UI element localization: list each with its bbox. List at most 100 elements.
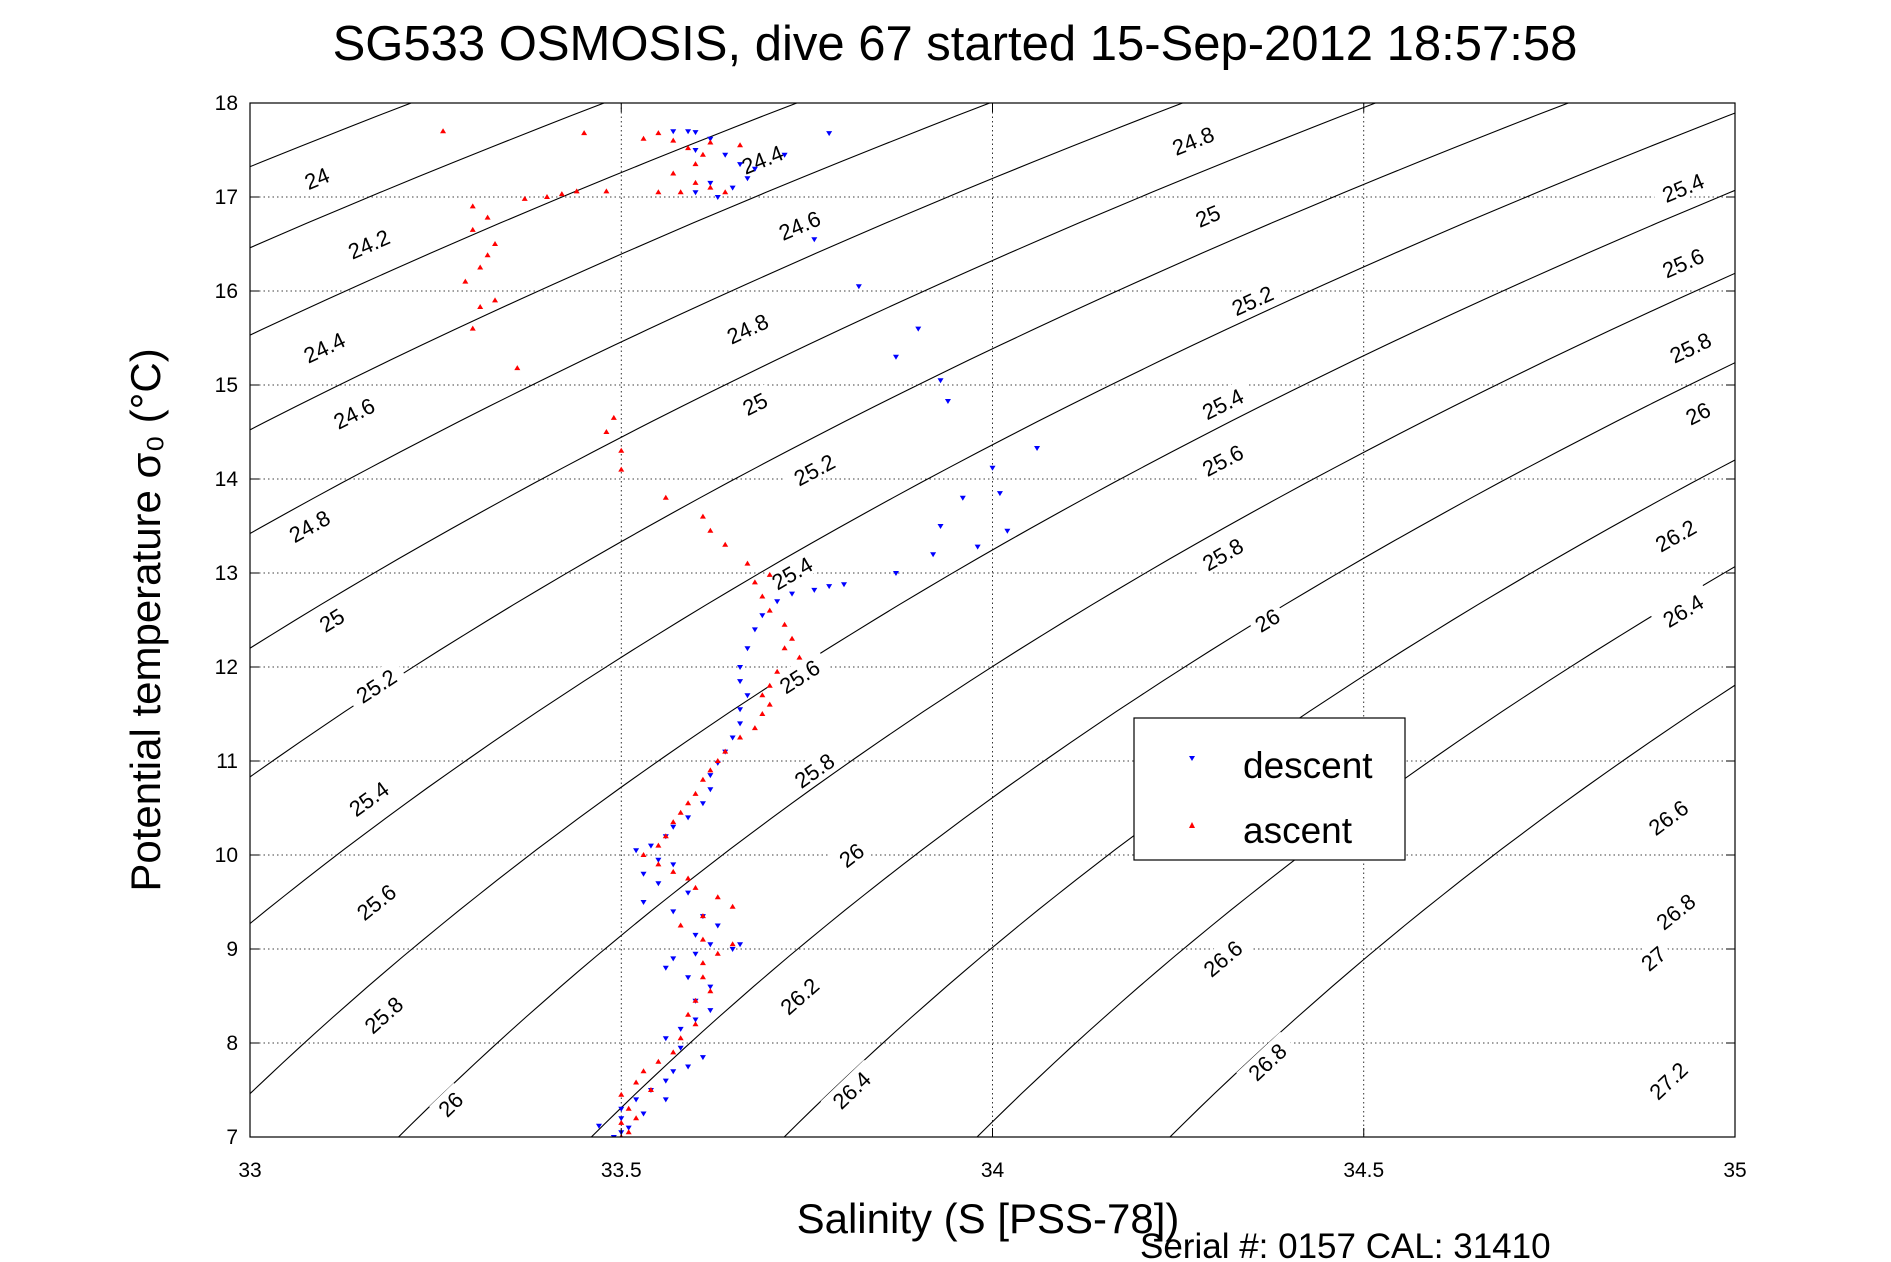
density-contour-line	[250, 103, 1185, 535]
y-tick-label: 7	[226, 1126, 238, 1149]
descent-point	[662, 1036, 669, 1042]
ascent-point	[640, 852, 647, 857]
descent-point	[685, 1064, 692, 1070]
descent-point	[937, 524, 944, 529]
ascent-point	[640, 1068, 647, 1074]
ascent-point	[714, 758, 721, 763]
descent-point	[937, 378, 944, 384]
descent-point	[692, 148, 699, 153]
ascent-point	[707, 184, 714, 190]
ascent-point	[514, 365, 521, 371]
descent-point	[841, 582, 847, 588]
ascent-point	[766, 682, 773, 688]
ascent-point	[670, 170, 677, 176]
ascent-point	[707, 139, 714, 145]
density-contour-label: 25.2	[1219, 276, 1285, 323]
ascent-point	[677, 809, 684, 815]
contour-label-background	[1191, 929, 1253, 987]
density-contour-line	[0, 9, 87, 1231]
density-contour-label: 25.6	[767, 649, 831, 702]
descent-point	[781, 152, 788, 158]
contour-label-background	[1650, 238, 1715, 285]
contour-label-background	[336, 770, 400, 826]
ascent-point	[692, 997, 699, 1003]
descent-point	[707, 942, 714, 948]
density-contour-line	[397, 272, 1735, 1137]
descent-point	[989, 465, 996, 471]
contour-label-background	[1650, 164, 1715, 210]
ascent-point	[492, 241, 499, 246]
ascent-point	[677, 189, 684, 195]
descent-point	[737, 942, 744, 948]
descent-point	[699, 801, 706, 807]
descent-point	[662, 1078, 669, 1084]
contour-label-background	[733, 384, 776, 422]
ascent-point	[633, 1115, 640, 1121]
ascent-point	[655, 861, 662, 867]
ascent-point	[469, 325, 476, 331]
density-contour-line	[976, 566, 1735, 1137]
ascent-point	[662, 494, 669, 500]
ascent-point	[618, 1119, 625, 1125]
contour-label-background	[1631, 937, 1674, 978]
descent-point	[655, 857, 662, 863]
y-tick-label: 14	[215, 468, 239, 491]
descent-point	[685, 975, 692, 981]
descent-point	[930, 552, 937, 558]
legend-descent-label: descent	[1243, 745, 1373, 786]
ascent-point	[759, 593, 766, 599]
y-axis-label: Potential temperature σ₀ (°C)	[122, 348, 169, 891]
ascent-point	[737, 142, 744, 148]
ascent-point	[573, 188, 580, 194]
descent-point	[959, 495, 966, 501]
ascent-point	[751, 579, 758, 585]
ascent-point	[625, 1105, 632, 1111]
descent-point	[685, 129, 692, 135]
contour-label-background	[767, 649, 831, 702]
ascent-point	[477, 264, 484, 270]
ascent-point	[781, 621, 788, 627]
x-axis-label: Salinity (S [PSS-78])	[797, 1195, 1180, 1242]
descent-point	[640, 900, 647, 905]
ascent-point	[692, 179, 699, 185]
ascent-point	[707, 988, 714, 994]
ascent-point	[677, 922, 684, 928]
descent-point	[892, 354, 899, 360]
descent-point	[714, 923, 721, 929]
contour-label-background	[1236, 1031, 1297, 1091]
contour-label-background	[344, 873, 407, 930]
ascent-point	[670, 1049, 677, 1055]
descent-point	[633, 1097, 640, 1103]
descent-point	[595, 1123, 602, 1129]
density-contour-line	[250, 189, 1735, 1095]
contour-label-background	[829, 834, 872, 875]
y-tick-label: 15	[215, 374, 238, 397]
density-contour-line	[783, 459, 1735, 1137]
ascent-point	[699, 960, 706, 966]
ascent-point	[707, 527, 714, 533]
ascent-point	[677, 1035, 684, 1041]
ascent-point	[484, 252, 491, 258]
y-tick-label: 8	[226, 1032, 238, 1055]
ascent-point	[655, 130, 662, 136]
contour-label-background	[1190, 378, 1255, 428]
ascent-point	[699, 513, 706, 519]
descent-point	[647, 843, 654, 849]
contour-label-background	[1245, 600, 1288, 639]
ascent-point	[699, 776, 706, 782]
contour-label-background	[782, 742, 846, 797]
ascent-point	[484, 214, 491, 220]
contour-label-background	[291, 322, 357, 371]
ascent-point	[685, 1011, 692, 1017]
descent-point	[699, 1055, 706, 1061]
density-contour-line	[250, 103, 1570, 778]
ascent-point	[603, 188, 610, 194]
descent-point	[944, 398, 951, 404]
ascent-point	[618, 1091, 625, 1097]
legend-box	[1133, 717, 1406, 861]
descent-point	[670, 129, 677, 135]
contour-label-background	[310, 600, 352, 639]
contour-label-background	[343, 658, 408, 712]
y-tick-label: 17	[215, 186, 238, 209]
ascent-point	[759, 692, 766, 698]
